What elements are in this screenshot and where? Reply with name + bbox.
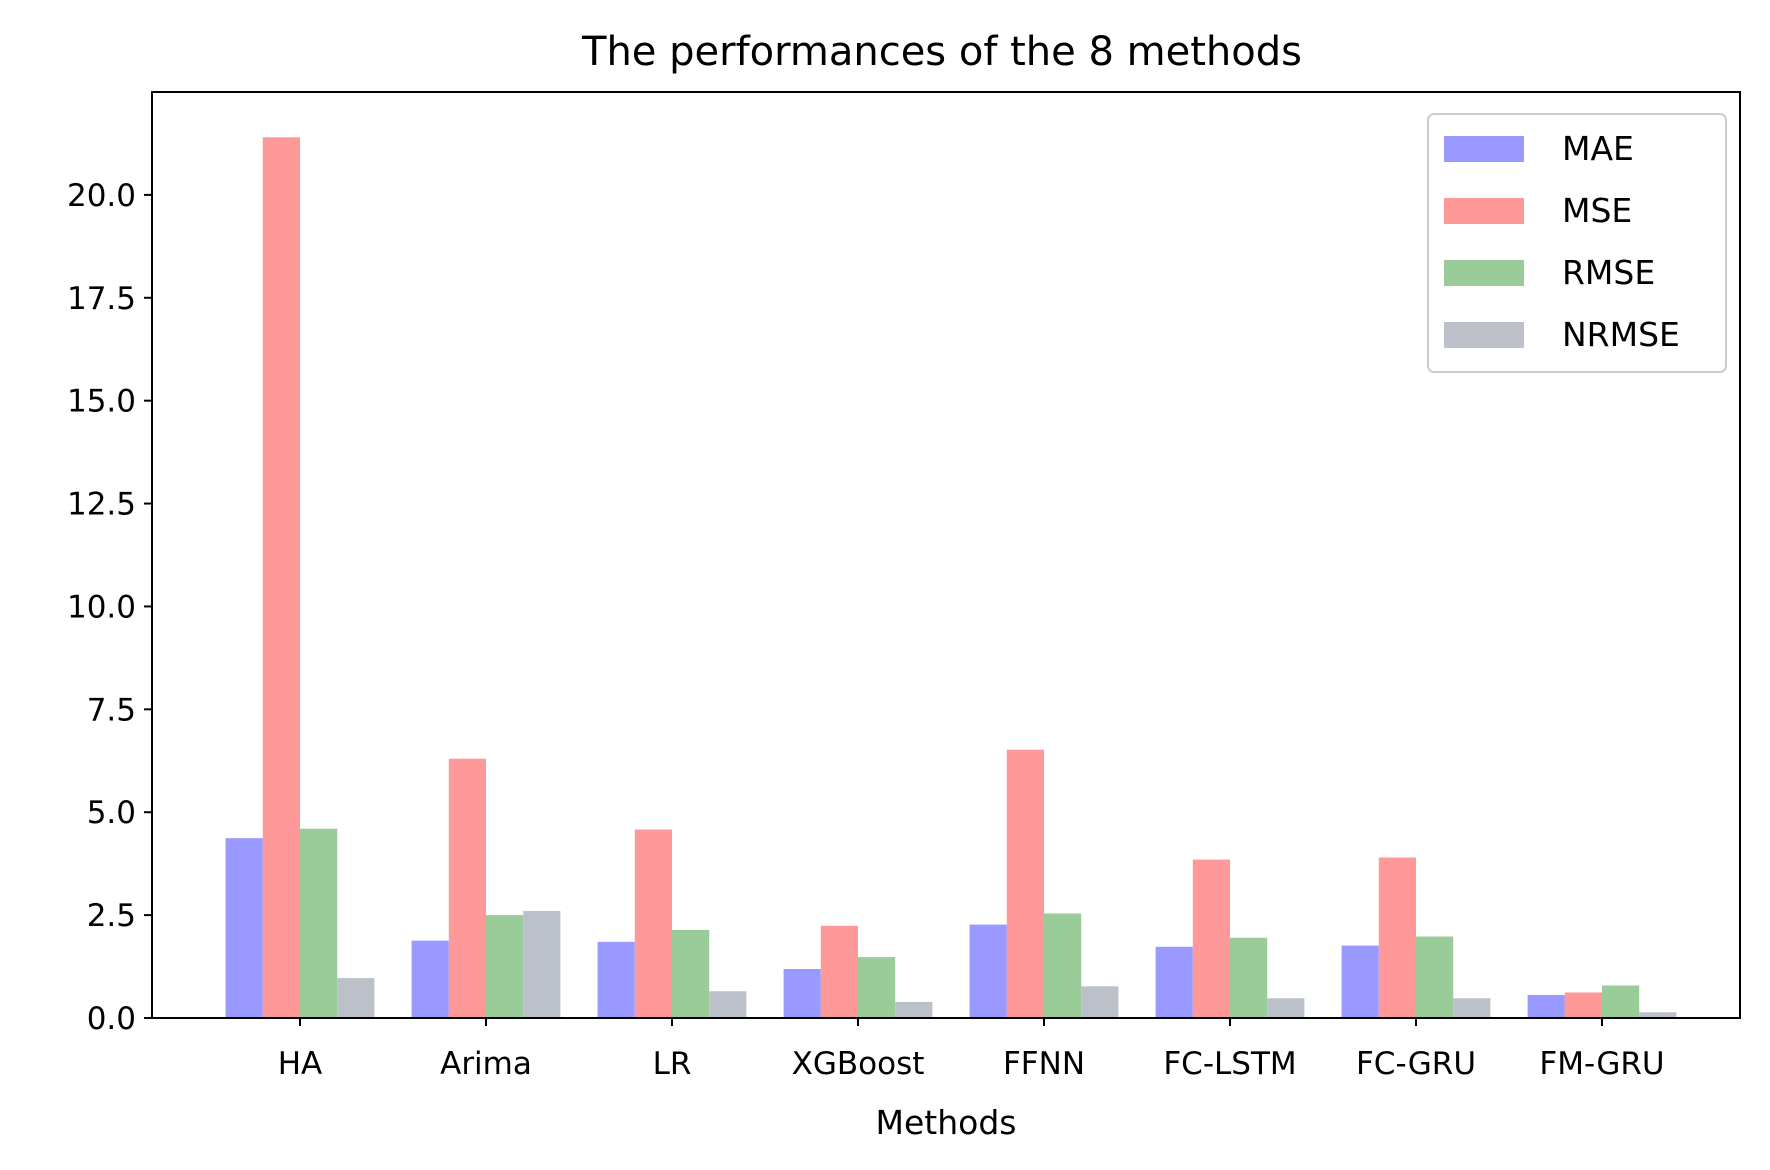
- y-tick-label: 12.5: [67, 487, 136, 523]
- bar-nrmse-arima: [523, 911, 561, 1018]
- legend-label-rmse: RMSE: [1562, 253, 1655, 292]
- x-axis: HA Arima LR XGBoost FFNN FC-LSTM FC-GRU FM-GRU: [278, 1018, 1665, 1082]
- legend-swatch-mae: [1444, 136, 1524, 162]
- plot-area-frame: [151, 91, 1741, 1019]
- bar-mse-xgboost: [820, 925, 858, 1018]
- bar-mse-fc-lstm: [1192, 859, 1230, 1018]
- bar-rmse-lr: [672, 929, 710, 1018]
- y-tick-label: 0.0: [87, 1001, 136, 1037]
- y-tick-label: 2.5: [87, 898, 136, 934]
- bar-nrmse-fm-gru: [1639, 1012, 1677, 1018]
- bar-rmse-xgboost: [858, 957, 896, 1018]
- legend-label-mae: MAE: [1562, 129, 1634, 168]
- x-tick-label-fc-lstm: FC-LSTM: [1163, 1046, 1296, 1082]
- x-tick-label-xgboost: XGBoost: [792, 1046, 925, 1082]
- legend-box: [1427, 113, 1727, 373]
- bar-nrmse-lr: [709, 991, 747, 1018]
- y-tick-label: 20.0: [67, 178, 136, 214]
- bar-nrmse-ha: [337, 978, 375, 1018]
- bar-mae-fc-gru: [1341, 945, 1379, 1018]
- bar-rmse-ffnn: [1044, 913, 1082, 1018]
- y-axis: 0.0 2.5 5.0 7.5 10.0 12.5 15.0 17.5 20.0: [67, 178, 152, 1037]
- legend-swatch-rmse: [1444, 260, 1524, 286]
- bar-rmse-fc-lstm: [1230, 937, 1268, 1018]
- bar-mae-xgboost: [783, 969, 821, 1018]
- x-tick-label-fc-gru: FC-GRU: [1356, 1046, 1476, 1082]
- bar-mae-fm-gru: [1527, 994, 1565, 1018]
- y-tick-label: 15.0: [67, 384, 136, 420]
- y-tick-label: 17.5: [67, 281, 136, 317]
- legend: MAE MSE RMSE NRMSE: [1427, 113, 1727, 373]
- bar-nrmse-xgboost: [895, 1001, 933, 1018]
- bar-mae-lr: [597, 941, 635, 1018]
- bar-rmse-ha: [300, 828, 338, 1018]
- bar-mae-ha: [225, 838, 263, 1018]
- legend-swatch-nrmse: [1444, 322, 1524, 348]
- bars-layer: [225, 137, 1677, 1018]
- x-tick-label-arima: Arima: [440, 1046, 532, 1082]
- bar-mse-arima: [448, 758, 486, 1018]
- bar-rmse-arima: [486, 915, 524, 1018]
- y-tick-label: 10.0: [67, 589, 136, 625]
- x-tick-label-ha: HA: [278, 1046, 323, 1082]
- bar-mse-fm-gru: [1564, 992, 1602, 1018]
- bar-mae-ffnn: [969, 924, 1007, 1018]
- x-tick-label-lr: LR: [653, 1046, 692, 1082]
- y-tick-label: 7.5: [87, 692, 136, 728]
- bar-mse-ffnn: [1006, 749, 1044, 1018]
- bar-rmse-fc-gru: [1416, 936, 1454, 1018]
- bar-rmse-fm-gru: [1602, 985, 1640, 1018]
- x-axis-title: Methods: [876, 1103, 1017, 1142]
- bar-mse-fc-gru: [1378, 857, 1416, 1018]
- bar-mse-lr: [634, 829, 672, 1018]
- legend-label-mse: MSE: [1562, 191, 1632, 230]
- bar-nrmse-ffnn: [1081, 986, 1119, 1018]
- legend-swatch-mse: [1444, 198, 1524, 224]
- chart-title: The performances of the 8 methods: [581, 29, 1302, 75]
- bar-mae-arima: [411, 940, 449, 1018]
- bar-mae-fc-lstm: [1155, 946, 1193, 1018]
- x-tick-label-ffnn: FFNN: [1003, 1046, 1085, 1082]
- legend-label-nrmse: NRMSE: [1562, 315, 1680, 354]
- bar-nrmse-fc-gru: [1453, 998, 1491, 1018]
- bar-mse-ha: [262, 137, 300, 1018]
- x-tick-label-fm-gru: FM-GRU: [1539, 1046, 1664, 1082]
- y-tick-label: 5.0: [87, 795, 136, 831]
- bar-nrmse-fc-lstm: [1267, 998, 1305, 1018]
